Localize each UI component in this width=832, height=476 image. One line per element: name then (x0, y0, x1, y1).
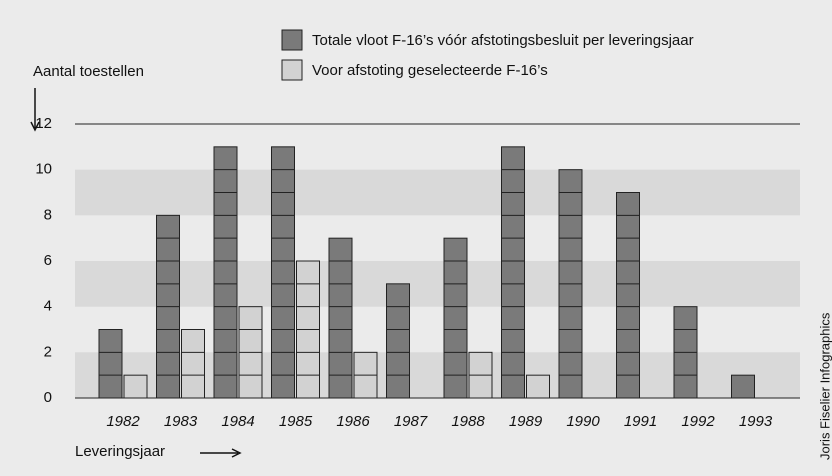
x-axis-label: Leveringsjaar (75, 443, 165, 460)
y-tick-label: 6 (44, 252, 52, 269)
x-tick-label: 1983 (164, 413, 198, 430)
x-tick-label: 1989 (509, 413, 543, 430)
bar (98, 329, 123, 399)
bar (616, 192, 640, 399)
x-tick-label: 1991 (624, 413, 657, 430)
x-tick-label: 1993 (739, 413, 773, 430)
grid-band (75, 169, 800, 216)
y-tick-label: 12 (35, 115, 52, 132)
bar (443, 237, 468, 399)
bar (181, 329, 205, 399)
y-tick-label: 10 (35, 161, 52, 178)
bar (123, 374, 148, 399)
x-tick-label: 1987 (394, 413, 428, 430)
x-arrow-head (231, 448, 242, 458)
x-tick-label: 1992 (681, 413, 715, 430)
grid-band (75, 261, 800, 307)
x-tick-label: 1986 (336, 413, 370, 430)
y-tick-label: 2 (44, 343, 52, 360)
y-tick-label: 0 (44, 389, 52, 406)
legend-swatch (281, 29, 303, 51)
x-tick-label: 1982 (106, 413, 140, 430)
legend-label: Voor afstoting geselecteerde F-16’s (312, 62, 548, 79)
bar (501, 146, 525, 399)
bar (271, 146, 295, 399)
x-tick-label: 1988 (451, 413, 485, 430)
bar (213, 146, 238, 399)
bar (328, 237, 353, 399)
y-axis-label: Aantal toestellen (33, 63, 144, 80)
y-tick-label: 8 (44, 206, 52, 223)
legend-label: Totale vloot F-16’s vóór afstotingsbeslu… (312, 32, 694, 49)
bar (731, 374, 755, 399)
x-tick-label: 1985 (279, 413, 313, 430)
x-tick-label: 1984 (221, 413, 254, 430)
x-tick-label: 1990 (566, 413, 600, 430)
credit: Joris Fiselier Infographics (817, 312, 832, 460)
bar (526, 374, 550, 399)
bar (386, 283, 410, 399)
y-tick-label: 4 (44, 298, 52, 315)
legend-swatch (281, 59, 303, 81)
y-arrow-head (30, 121, 40, 132)
